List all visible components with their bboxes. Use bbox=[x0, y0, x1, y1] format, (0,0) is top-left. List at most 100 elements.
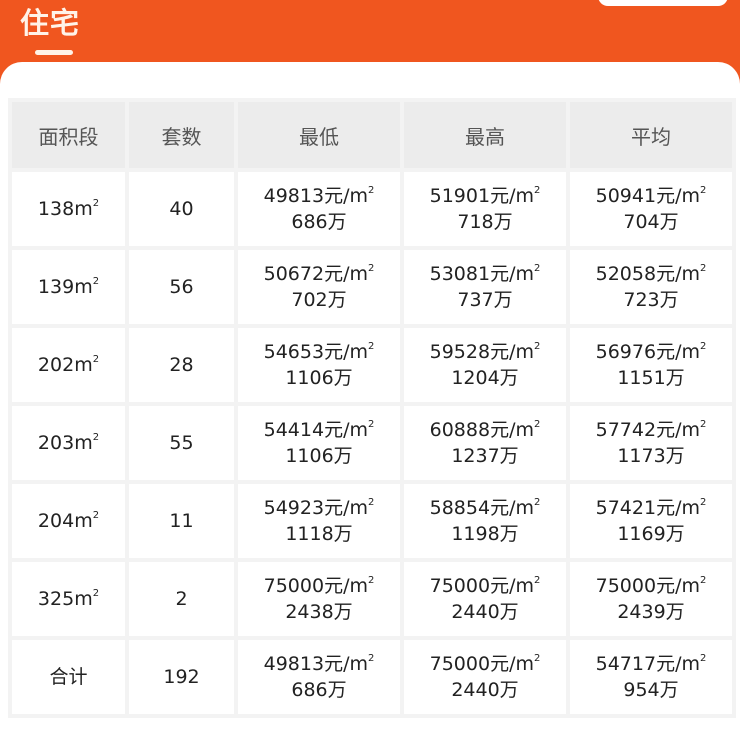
count-cell: 192 bbox=[129, 640, 234, 714]
unit-price-suffix: 元/m bbox=[656, 575, 700, 597]
price-cell: 57421元/m2 1169万 bbox=[570, 484, 732, 558]
unit-price: 54653 bbox=[263, 341, 325, 363]
column-header: 平均 bbox=[570, 102, 732, 168]
superscript: 2 bbox=[368, 263, 375, 274]
price-cell: 60888元/m2 1237万 bbox=[404, 406, 566, 480]
count-cell: 55 bbox=[129, 406, 234, 480]
superscript: 2 bbox=[700, 497, 707, 508]
count-cell: 28 bbox=[129, 328, 234, 402]
unit-price: 52058 bbox=[595, 263, 657, 285]
total-price: 954 bbox=[623, 679, 660, 701]
superscript: 2 bbox=[534, 185, 541, 196]
unit-price: 53081 bbox=[429, 263, 491, 285]
superscript: 2 bbox=[534, 419, 541, 430]
unit-price-suffix: 元/m bbox=[324, 341, 368, 363]
price-cell: 50941元/m2 704万 bbox=[570, 172, 732, 246]
total-suffix: 万 bbox=[493, 289, 513, 311]
superscript: 2 bbox=[700, 653, 707, 664]
total-suffix: 万 bbox=[665, 445, 685, 467]
total-suffix: 万 bbox=[327, 211, 347, 233]
area-cell: 202m2 bbox=[12, 328, 125, 402]
area-suffix: m bbox=[74, 432, 93, 454]
superscript: 2 bbox=[92, 354, 100, 365]
price-cell: 54653元/m2 1106万 bbox=[238, 328, 400, 402]
price-cell: 54414元/m2 1106万 bbox=[238, 406, 400, 480]
superscript: 2 bbox=[700, 263, 707, 274]
total-price: 686 bbox=[291, 211, 328, 233]
total-suffix: 万 bbox=[665, 523, 685, 545]
unit-price: 57742 bbox=[595, 419, 657, 441]
column-header: 最低 bbox=[238, 102, 400, 168]
unit-price-suffix: 元/m bbox=[490, 497, 534, 519]
total-price: 1118 bbox=[285, 523, 334, 545]
total-suffix: 万 bbox=[333, 523, 353, 545]
table-row: 203m2 55 54414元/m2 1106万 60888元/m2 1237万 57742… bbox=[12, 406, 732, 480]
unit-price-suffix: 元/m bbox=[656, 653, 700, 675]
count-cell: 2 bbox=[129, 562, 234, 636]
total-suffix: 万 bbox=[499, 367, 519, 389]
unit-price-suffix: 元/m bbox=[324, 575, 368, 597]
total-price: 723 bbox=[623, 289, 660, 311]
total-suffix: 万 bbox=[665, 367, 685, 389]
total-price: 1106 bbox=[285, 367, 334, 389]
top-right-button[interactable] bbox=[598, 0, 728, 6]
total-price: 1237 bbox=[451, 445, 500, 467]
unit-price-suffix: 元/m bbox=[324, 263, 368, 285]
price-cell: 49813元/m2 686万 bbox=[238, 640, 400, 714]
count-value: 40 bbox=[169, 198, 194, 220]
superscript: 2 bbox=[368, 497, 375, 508]
superscript: 2 bbox=[368, 575, 375, 586]
area-suffix: m bbox=[74, 276, 93, 298]
total-price: 1204 bbox=[451, 367, 500, 389]
count-cell: 56 bbox=[129, 250, 234, 324]
price-cell: 50672元/m2 702万 bbox=[238, 250, 400, 324]
price-cell: 59528元/m2 1204万 bbox=[404, 328, 566, 402]
section-title: 住宅 bbox=[20, 6, 81, 40]
unit-price-suffix: 元/m bbox=[656, 185, 700, 207]
area-suffix: m bbox=[74, 354, 93, 376]
price-cell: 54923元/m2 1118万 bbox=[238, 484, 400, 558]
total-price: 704 bbox=[623, 211, 660, 233]
price-table-card: 面积段 套数 最低 最高 平均 138m2 40 49813元/m2 686万 51901元/m… bbox=[0, 62, 740, 732]
superscript: 2 bbox=[534, 263, 541, 274]
superscript: 2 bbox=[534, 341, 541, 352]
total-price: 1106 bbox=[285, 445, 334, 467]
unit-price: 51901 bbox=[429, 185, 491, 207]
total-label-cell: 合计 bbox=[12, 640, 125, 714]
unit-price-suffix: 元/m bbox=[490, 419, 534, 441]
area-cell: 138m2 bbox=[12, 172, 125, 246]
price-cell: 75000元/m2 2438万 bbox=[238, 562, 400, 636]
superscript: 2 bbox=[700, 575, 707, 586]
unit-price-suffix: 元/m bbox=[490, 185, 534, 207]
unit-price: 49813 bbox=[263, 653, 325, 675]
unit-price: 57421 bbox=[595, 497, 657, 519]
tab-indicator bbox=[35, 50, 73, 55]
total-price: 686 bbox=[291, 679, 328, 701]
area-suffix: m bbox=[74, 198, 93, 220]
price-cell: 75000元/m2 2440万 bbox=[404, 562, 566, 636]
superscript: 2 bbox=[92, 276, 100, 287]
column-header: 套数 bbox=[129, 102, 234, 168]
total-row: 合计 192 49813元/m2 686万 75000元/m2 2440万 54717元/m… bbox=[12, 640, 732, 714]
unit-price: 50672 bbox=[263, 263, 325, 285]
total-suffix: 万 bbox=[499, 679, 519, 701]
unit-price: 49813 bbox=[263, 185, 325, 207]
area-value: 203 bbox=[37, 432, 75, 454]
total-suffix: 万 bbox=[327, 289, 347, 311]
area-cell: 139m2 bbox=[12, 250, 125, 324]
total-price: 702 bbox=[291, 289, 328, 311]
area-cell: 203m2 bbox=[12, 406, 125, 480]
unit-price-suffix: 元/m bbox=[490, 263, 534, 285]
area-suffix: m bbox=[74, 588, 93, 610]
total-suffix: 万 bbox=[333, 445, 353, 467]
superscript: 2 bbox=[92, 198, 100, 209]
price-cell: 57742元/m2 1173万 bbox=[570, 406, 732, 480]
unit-price: 75000 bbox=[429, 575, 491, 597]
superscript: 2 bbox=[92, 432, 100, 443]
superscript: 2 bbox=[368, 341, 375, 352]
total-suffix: 万 bbox=[493, 211, 513, 233]
superscript: 2 bbox=[700, 341, 707, 352]
superscript: 2 bbox=[534, 653, 541, 664]
unit-price: 54923 bbox=[263, 497, 325, 519]
total-suffix: 万 bbox=[327, 679, 347, 701]
